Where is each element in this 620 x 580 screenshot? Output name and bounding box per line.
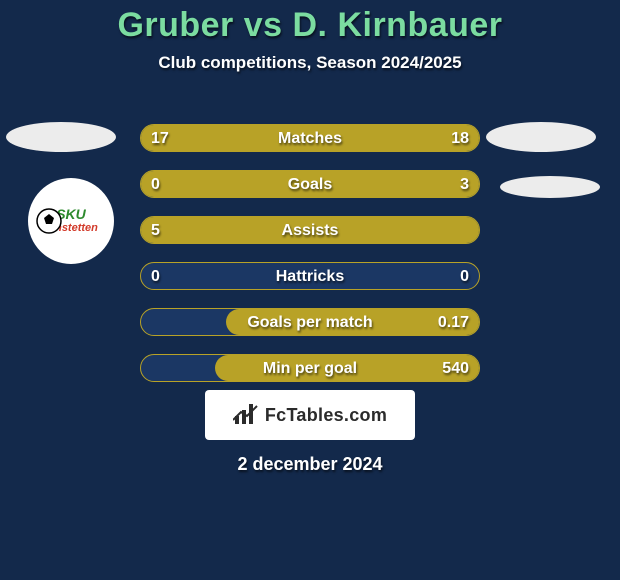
stat-row: 0Goals3 <box>140 170 480 198</box>
stat-label: Matches <box>141 125 479 153</box>
stat-row: 17Matches18 <box>140 124 480 152</box>
brand-watermark: FcTables.com <box>205 390 415 440</box>
page-subtitle: Club competitions, Season 2024/2025 <box>0 53 620 73</box>
stat-value-right: 3 <box>460 171 469 199</box>
stat-row: 5Assists <box>140 216 480 244</box>
stat-label: Goals <box>141 171 479 199</box>
player-left-avatar <box>6 122 116 152</box>
stat-value-right: 0.17 <box>438 309 469 337</box>
player-right-avatar <box>486 122 596 152</box>
player-left-club-badge: SKU Amstetten <box>28 178 114 264</box>
bar-chart-icon <box>233 404 259 426</box>
comparison-stats: 17Matches180Goals35Assists0Hattricks0Goa… <box>140 124 480 400</box>
stat-value-right: 18 <box>451 125 469 153</box>
brand-text: FcTables.com <box>265 405 387 426</box>
page-title: Gruber vs D. Kirnbauer <box>0 0 620 45</box>
stat-label: Min per goal <box>141 355 479 383</box>
stat-label: Hattricks <box>141 263 479 291</box>
stat-value-right: 540 <box>442 355 469 383</box>
stat-row: Goals per match0.17 <box>140 308 480 336</box>
stat-label: Assists <box>141 217 479 245</box>
player-right-club-badge <box>500 176 600 198</box>
stat-value-right: 0 <box>460 263 469 291</box>
stat-row: Min per goal540 <box>140 354 480 382</box>
date-stamp: 2 december 2024 <box>0 454 620 475</box>
stat-row: 0Hattricks0 <box>140 262 480 290</box>
stat-label: Goals per match <box>141 309 479 337</box>
soccer-ball-icon <box>36 208 62 234</box>
